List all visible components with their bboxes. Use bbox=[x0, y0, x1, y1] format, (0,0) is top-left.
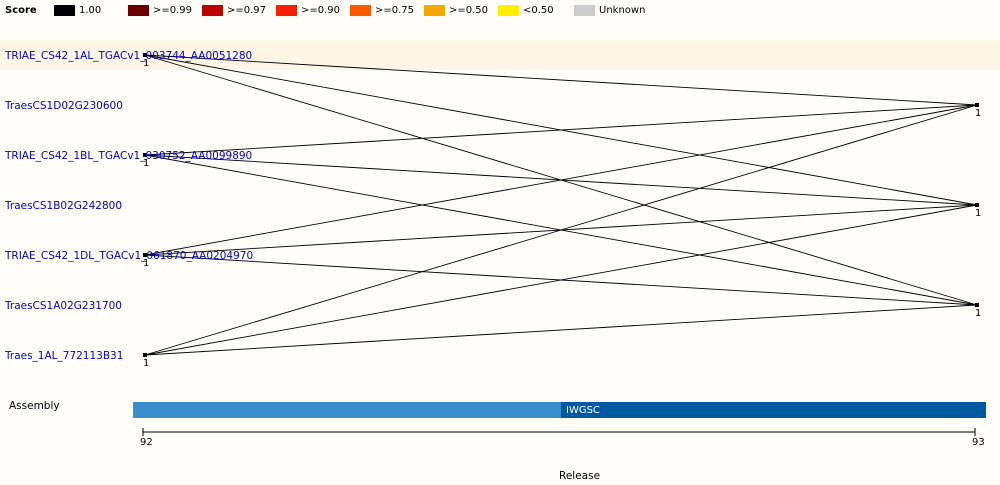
right-gene-node[interactable] bbox=[975, 203, 979, 207]
homology-link-line bbox=[144, 104, 978, 256]
release-tick-label-end: 93 bbox=[972, 437, 985, 448]
legend-label-lt-0-50: <0.50 bbox=[523, 5, 554, 16]
release-tick-label-start: 92 bbox=[140, 437, 153, 448]
assembly-bar-label: IWGSC bbox=[566, 405, 600, 416]
gene-link-traescs1a02g231700[interactable]: TraesCS1A02G231700 bbox=[5, 300, 122, 312]
right-gene-node[interactable] bbox=[975, 103, 979, 107]
score-legend: Score 1.00 >=0.99 >=0.97 >=0.90 >=0.75 >… bbox=[0, 0, 1000, 22]
assembly-bar-segment bbox=[133, 402, 561, 418]
legend-swatch-1-00 bbox=[54, 5, 75, 16]
right-node-count: 1 bbox=[975, 108, 982, 119]
legend-label-0-90: >=0.90 bbox=[301, 5, 341, 16]
legend-swatch-0-75 bbox=[350, 5, 371, 16]
legend-label-unknown: Unknown bbox=[599, 5, 646, 16]
homology-link-line bbox=[144, 104, 978, 356]
legend-label-0-75: >=0.75 bbox=[375, 5, 415, 16]
release-axis-title: Release bbox=[559, 470, 601, 482]
left-node-count: 1 bbox=[143, 58, 150, 69]
legend-swatch-0-90 bbox=[276, 5, 297, 16]
right-node-count: 1 bbox=[975, 208, 982, 219]
gene-link-1bl-tgacv1-030752[interactable]: TRIAE_CS42_1BL_TGACv1_030752_AA0099890 bbox=[5, 150, 253, 162]
legend-swatch-lt-0-50 bbox=[498, 5, 519, 16]
left-gene-node[interactable] bbox=[143, 353, 147, 357]
gene-link-1al-tgacv1-003744[interactable]: TRIAE_CS42_1AL_TGACv1_003744_AA0051280 bbox=[5, 50, 253, 62]
legend-swatch-0-97 bbox=[202, 5, 223, 16]
legend-swatch-0-99 bbox=[128, 5, 149, 16]
left-node-count: 1 bbox=[143, 258, 150, 269]
left-node-count: 1 bbox=[143, 158, 150, 169]
gene-link-traescs1b02g242800[interactable]: TraesCS1B02G242800 bbox=[5, 200, 123, 212]
assembly-bar-iwgsc[interactable] bbox=[561, 402, 986, 418]
left-node-count: 1 bbox=[143, 358, 150, 369]
legend-swatch-unknown bbox=[574, 5, 595, 16]
gene-link-traescs1d02g230600[interactable]: TraesCS1D02G230600 bbox=[5, 100, 123, 112]
gene-link-1dl-tgacv1-061870[interactable]: TRIAE_CS42_1DL_TGACv1_061870_AA0204970 bbox=[5, 250, 254, 262]
legend-label-1-00: 1.00 bbox=[79, 5, 102, 16]
homology-link-line bbox=[144, 54, 978, 106]
left-gene-node[interactable] bbox=[143, 53, 147, 57]
homology-link-line bbox=[144, 104, 978, 156]
legend-title: Score bbox=[5, 5, 37, 16]
assembly-label: Assembly bbox=[9, 400, 60, 412]
legend-label-0-97: >=0.97 bbox=[227, 5, 267, 16]
homology-link-line bbox=[144, 204, 978, 356]
legend-label-0-50: >=0.50 bbox=[449, 5, 489, 16]
gene-link-traes-1al-772113b31[interactable]: Traes_1AL_772113B31 bbox=[5, 350, 124, 362]
legend-swatch-0-50 bbox=[424, 5, 445, 16]
homology-link-line bbox=[144, 304, 978, 356]
left-gene-node[interactable] bbox=[143, 253, 147, 257]
left-gene-node[interactable] bbox=[143, 153, 147, 157]
legend-label-0-99: >=0.99 bbox=[153, 5, 193, 16]
right-node-count: 1 bbox=[975, 308, 982, 319]
highlighted-gene-row bbox=[0, 40, 1000, 70]
right-gene-node[interactable] bbox=[975, 303, 979, 307]
